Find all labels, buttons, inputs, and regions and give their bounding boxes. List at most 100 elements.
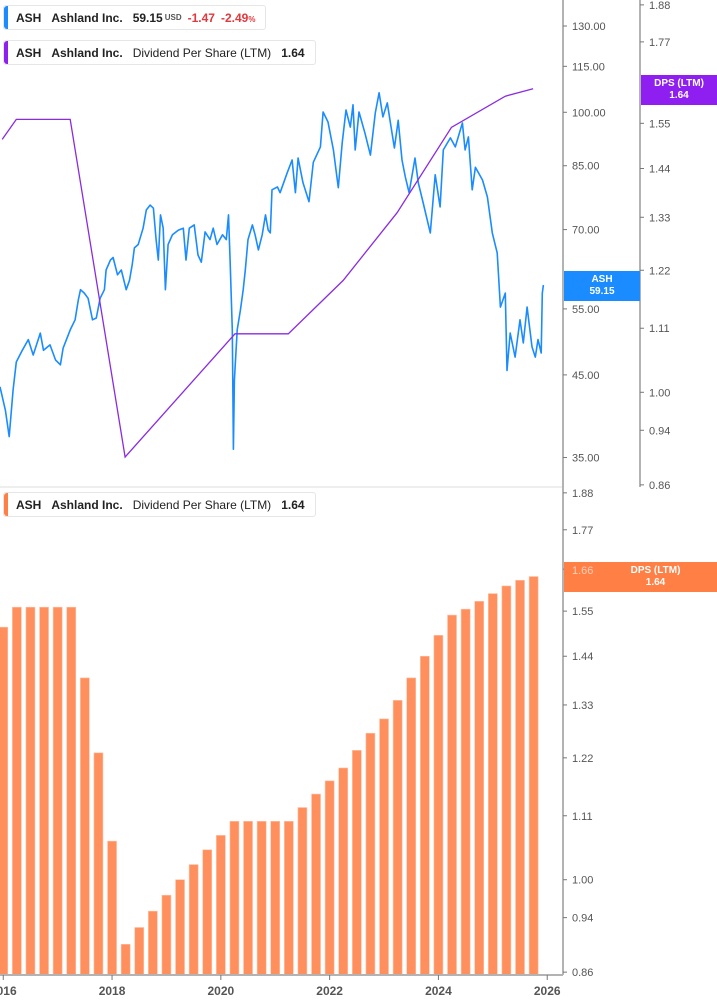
legend-value: 1.64: [281, 45, 305, 60]
dps-bar: [311, 793, 321, 976]
legend-metric: Dividend Per Share (LTM): [132, 497, 272, 512]
dps-axis-tick-label: 1.22: [649, 265, 670, 277]
dps-bar: [488, 593, 498, 976]
dps-bar: [161, 894, 172, 976]
change-pct-value: -2.49: [220, 10, 249, 25]
dps-bar: [12, 606, 22, 976]
dps-bar: [148, 910, 158, 976]
dps-line-legend[interactable]: ASH Ashland Inc. Dividend Per Share (LTM…: [3, 40, 316, 65]
price-axis-tick-label: 85.00: [572, 161, 600, 173]
legend-change: -1.47: [187, 10, 215, 25]
price-panel: [0, 88, 545, 459]
dps-bar: [39, 606, 49, 976]
dps-bar: [379, 718, 389, 976]
x-axis-tick-label: 2020: [207, 984, 234, 998]
badge-value: 1.64: [645, 577, 666, 588]
bar-axis-tick-label: 1.44: [572, 651, 593, 663]
dps-bar: [501, 585, 512, 976]
pct-sign: %: [248, 14, 256, 24]
dps-bar: [229, 821, 240, 976]
dps-axis-tick-label: 0.94: [649, 425, 670, 437]
axes: 130.00 115.00 100.00 85.00 70.00 55.00 45.00 35…: [0, 0, 670, 998]
dps-bar: [406, 677, 417, 976]
dps-bar: [175, 879, 185, 976]
badge-value: 1.64: [669, 90, 689, 101]
dps-axis-tick-label: 1.00: [649, 387, 670, 399]
legend-metric: Dividend Per Share (LTM): [132, 45, 272, 60]
bar-axis-tick-label: 1.88: [572, 488, 593, 500]
dps-bar: [66, 606, 77, 976]
dps-axis-tick-label: 1.55: [649, 118, 670, 130]
dps-bar: [365, 732, 376, 976]
x-axis-tick-label: 2018: [99, 984, 126, 998]
dps-bar: [243, 821, 253, 976]
bar-axis-tick-label: 1.55: [572, 606, 593, 618]
dps-axis-tick-label: 1.33: [649, 212, 670, 224]
dps-bar: [80, 677, 90, 976]
price-legend[interactable]: ASH Ashland Inc. 59.15 USD -1.47 -2.49%: [3, 5, 267, 30]
dps-axis-tick-label: 1.77: [649, 37, 670, 49]
legend-ticker: ASH: [16, 497, 42, 512]
badge-value: 59.15: [589, 286, 615, 297]
bar-axis-tick-label: 1.77: [572, 525, 593, 537]
dps-bar: [202, 849, 213, 976]
price-axis-tick-label: 100.00: [572, 107, 606, 119]
legend-change-pct: -2.49%: [221, 11, 255, 25]
dps-axis-tick-label: 1.11: [649, 323, 670, 335]
dps-bar: [433, 635, 444, 976]
legend-value: 1.64: [281, 497, 305, 512]
legend-company: Ashland Inc.: [51, 10, 123, 25]
bar-axis-tick-label: 0.94: [572, 913, 593, 925]
dps-bar: [107, 840, 117, 976]
dps-bar: [284, 821, 294, 976]
x-axis-tick-label: 2022: [316, 984, 343, 998]
dps-bar: [338, 767, 349, 976]
dps-bar: [188, 864, 199, 976]
dps-bar: [256, 821, 267, 976]
dps-axis-tick-label: 0.86: [649, 480, 670, 492]
dps-bar: [352, 750, 362, 976]
bar-last-value-badge: 1.66 DPS (LTM) 1.64: [564, 562, 717, 592]
dps-bar: [528, 576, 539, 976]
bar-axis-tick-label: 1.11: [572, 811, 593, 823]
x-axis-tick-label: 2026: [534, 984, 561, 998]
dps-bar-legend[interactable]: ASH Ashland Inc. Dividend Per Share (LTM…: [3, 492, 316, 517]
price-last-value-badge: ASH 59.15: [564, 271, 640, 301]
price-axis-tick-label: 70.00: [572, 225, 600, 237]
badge-label: DPS (LTM): [654, 78, 704, 89]
badge-label: ASH: [591, 274, 613, 285]
dps-bar: [134, 927, 145, 976]
dps-last-value-badge: DPS (LTM) 1.64: [641, 75, 717, 105]
dps-bar: [120, 943, 131, 976]
bar-axis-tick-label: 1.33: [572, 700, 593, 712]
bar-series-swatch: [4, 493, 8, 516]
badge-label: DPS (LTM): [630, 565, 681, 576]
bar-axis-tick-label: 1.22: [572, 753, 593, 765]
dps-bar: [474, 601, 485, 976]
dps-bar: [270, 821, 281, 976]
legend-currency: USD: [164, 13, 182, 22]
price-line: [0, 92, 545, 451]
price-axis-tick-label: 35.00: [572, 453, 600, 465]
dps-bar: [297, 807, 308, 976]
price-axis-tick-label: 55.00: [572, 304, 600, 316]
bar-axis-tick-label: 0.86: [572, 967, 593, 979]
bar-axis-tick-label: 1.00: [572, 875, 593, 887]
x-axis-tick-label: 2024: [425, 984, 452, 998]
price-axis-tick-label: 130.00: [572, 21, 606, 33]
dps-bar: [515, 579, 525, 976]
dps-bar: [392, 700, 403, 976]
x-axis-tick-label: 2016: [0, 984, 17, 998]
dps-bar: [460, 608, 471, 976]
legend-company: Ashland Inc.: [51, 45, 123, 60]
legend-company: Ashland Inc.: [51, 497, 123, 512]
dps-bar: [447, 614, 457, 976]
dps-bar: [52, 606, 63, 976]
dps-axis-tick-label: 1.44: [649, 164, 670, 176]
dps-bar: [0, 626, 9, 976]
legend-ticker: ASH: [16, 10, 42, 25]
dps-bar: [93, 752, 104, 976]
dps-bar: [216, 835, 226, 976]
price-axis-tick-label: 115.00: [572, 61, 605, 73]
